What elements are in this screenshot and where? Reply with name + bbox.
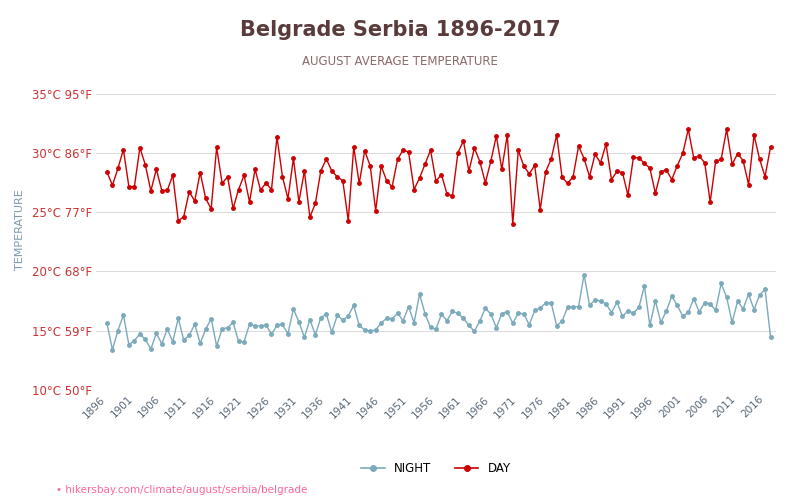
Text: AUGUST AVERAGE TEMPERATURE: AUGUST AVERAGE TEMPERATURE <box>302 55 498 68</box>
Legend: NIGHT, DAY: NIGHT, DAY <box>356 458 516 480</box>
Y-axis label: TEMPERATURE: TEMPERATURE <box>14 190 25 270</box>
Text: Belgrade Serbia 1896-2017: Belgrade Serbia 1896-2017 <box>240 20 560 40</box>
Text: • hikersbay.com/climate/august/serbia/belgrade: • hikersbay.com/climate/august/serbia/be… <box>56 485 307 495</box>
